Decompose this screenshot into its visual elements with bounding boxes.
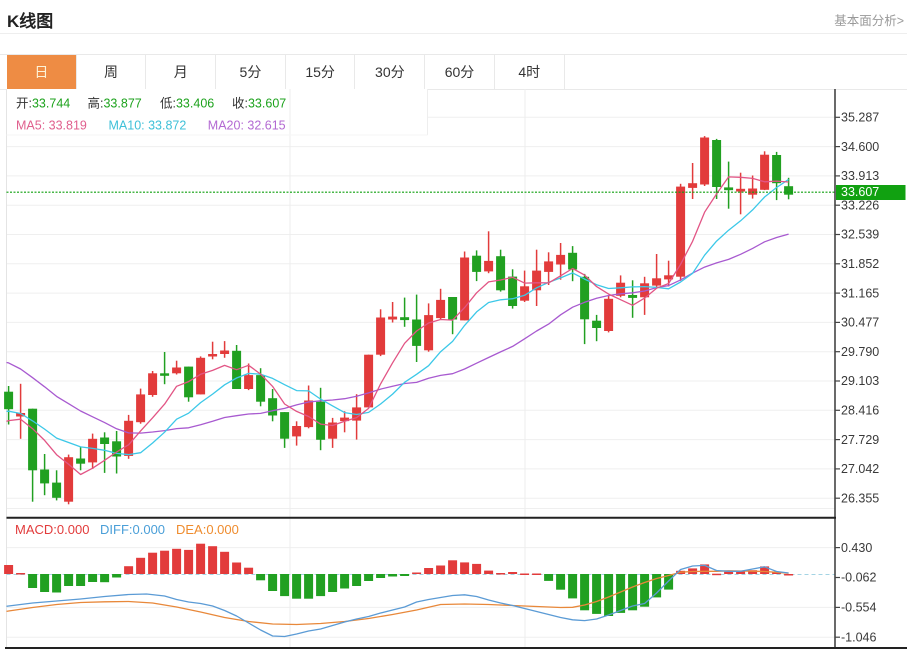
svg-text:-1.046: -1.046 (841, 630, 876, 644)
svg-text:34.600: 34.600 (841, 140, 879, 154)
svg-text:33.607: 33.607 (841, 185, 879, 199)
svg-text:0.430: 0.430 (841, 541, 872, 555)
svg-text:35.287: 35.287 (841, 111, 879, 125)
svg-text:33.226: 33.226 (841, 198, 879, 212)
svg-text:MACD:0.000: MACD:0.000 (15, 522, 89, 537)
svg-text:MA20: 32.615: MA20: 32.615 (208, 119, 286, 133)
svg-text:收:33.607: 收:33.607 (232, 97, 286, 111)
svg-text:29.790: 29.790 (841, 345, 879, 359)
svg-text:开:33.744: 开:33.744 (16, 97, 70, 111)
svg-text:MA10: 33.872: MA10: 33.872 (109, 119, 187, 133)
svg-text:-0.062: -0.062 (841, 571, 876, 585)
svg-text:MA5: 33.819: MA5: 33.819 (16, 119, 87, 133)
svg-text:低:33.406: 低:33.406 (160, 97, 214, 111)
svg-text:高:33.877: 高:33.877 (88, 96, 142, 111)
svg-text:26.355: 26.355 (841, 491, 879, 505)
svg-text:DIFF:0.000: DIFF:0.000 (100, 522, 165, 537)
svg-text:33.913: 33.913 (841, 169, 879, 183)
svg-text:28.416: 28.416 (841, 404, 879, 418)
svg-text:32.539: 32.539 (841, 228, 879, 242)
svg-text:27.042: 27.042 (841, 462, 879, 476)
svg-text:DEA:0.000: DEA:0.000 (176, 522, 239, 537)
svg-text:31.852: 31.852 (841, 257, 879, 271)
svg-text:30.477: 30.477 (841, 316, 879, 330)
svg-text:-0.554: -0.554 (841, 601, 876, 615)
svg-text:27.729: 27.729 (841, 433, 879, 447)
svg-text:31.165: 31.165 (841, 286, 879, 300)
svg-text:29.103: 29.103 (841, 374, 879, 388)
